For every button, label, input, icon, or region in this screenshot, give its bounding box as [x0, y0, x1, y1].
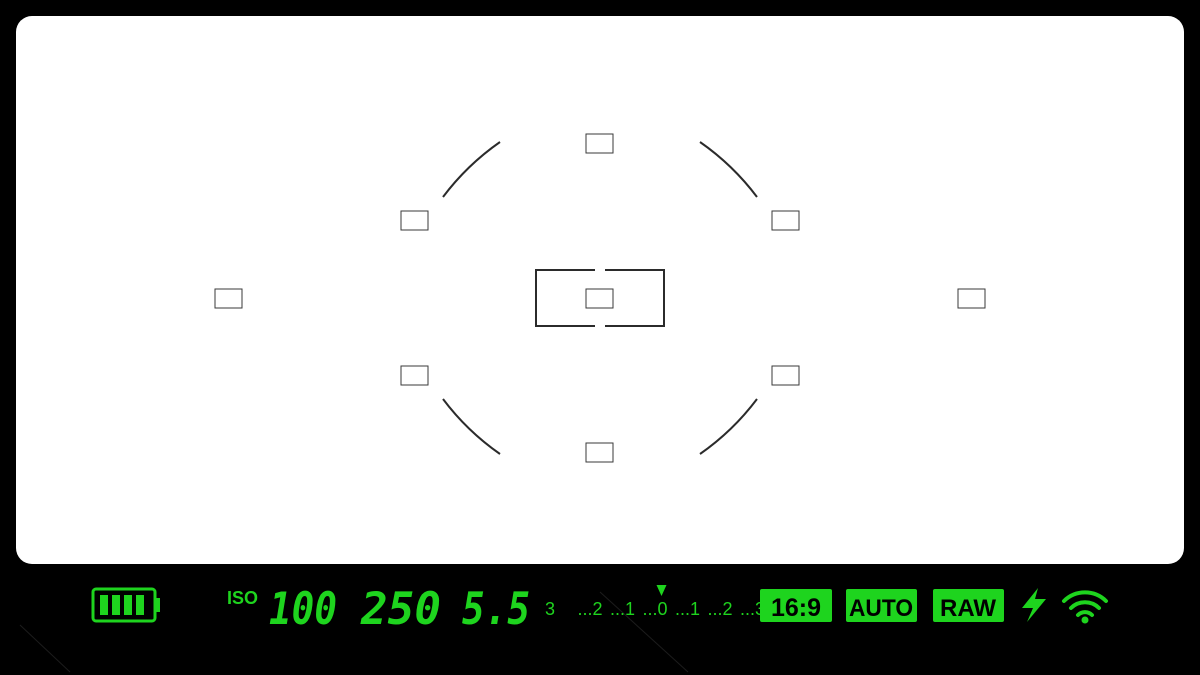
af-point-top[interactable]: [585, 133, 614, 154]
mode-badge[interactable]: AUTO: [846, 589, 917, 622]
exposure-scale-label: 3: [545, 599, 555, 619]
battery-icon: [91, 587, 160, 623]
battery-cell: [136, 595, 144, 615]
iso-value[interactable]: 100: [269, 584, 337, 635]
focus-circle-arc-top-right: [699, 141, 758, 198]
exposure-scale-label: ...1: [675, 599, 700, 619]
mode-label: AUTO: [849, 595, 913, 622]
exposure-pointer-icon: [656, 585, 667, 596]
exposure-scale-label: ...2: [578, 599, 603, 619]
focus-circle-arc-bottom-left: [442, 398, 501, 455]
focus-circle-arc-top-left: [442, 141, 501, 198]
battery-cell: [124, 595, 132, 615]
exposure-scale-label: ...1: [610, 599, 635, 619]
exposure-scale-label: ...3: [740, 599, 765, 619]
wifi-icon[interactable]: [1062, 590, 1108, 624]
spot-bracket-right: [605, 269, 665, 327]
flash-icon[interactable]: [1022, 588, 1046, 622]
af-point-far-left[interactable]: [214, 288, 243, 309]
af-point-upper-left[interactable]: [400, 210, 429, 231]
format-label: RAW: [940, 595, 996, 622]
af-point-bottom[interactable]: [585, 442, 614, 463]
iso-label: ISO: [227, 588, 258, 608]
focus-circle-arc-bottom-right: [699, 398, 758, 455]
af-point-lower-right[interactable]: [771, 365, 800, 386]
af-point-lower-left[interactable]: [400, 365, 429, 386]
frame-reflection: [599, 591, 689, 673]
af-point-upper-right[interactable]: [771, 210, 800, 231]
exposure-scale-label: ...0: [643, 599, 668, 619]
aperture[interactable]: 5.5: [462, 584, 530, 635]
aspect-ratio-label: 16:9: [771, 594, 821, 622]
exposure-scale-label: ...2: [708, 599, 733, 619]
shutter-speed[interactable]: 250: [360, 584, 441, 635]
spot-bracket-left: [535, 269, 595, 327]
battery-cell: [100, 595, 108, 615]
af-point-center[interactable]: [585, 288, 614, 309]
frame-reflection: [19, 624, 71, 673]
af-point-far-right[interactable]: [957, 288, 986, 309]
battery-cell: [112, 595, 120, 615]
format-badge[interactable]: RAW: [933, 589, 1004, 622]
aspect-ratio-badge[interactable]: 16:9: [760, 589, 832, 622]
exposure-scale: 3 ...2 ...1 ...0 ...1 ...2 ...3: [545, 585, 765, 619]
